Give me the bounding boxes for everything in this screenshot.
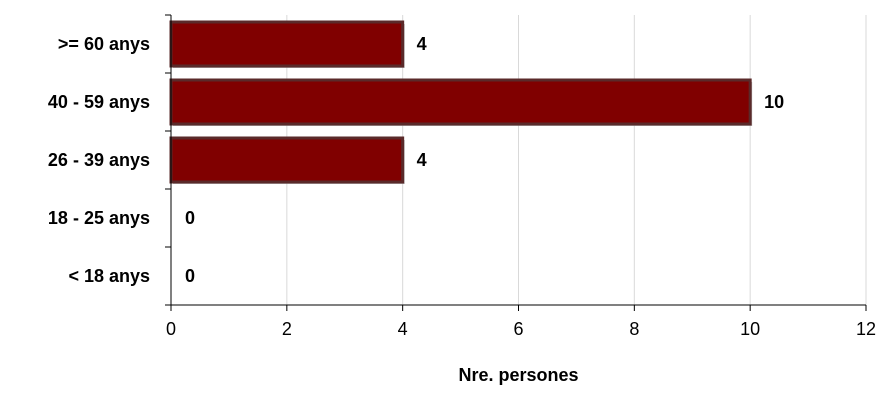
data-label-1: 10 xyxy=(764,92,784,112)
category-label-1: 40 - 59 anys xyxy=(48,92,150,112)
bars xyxy=(171,22,752,184)
x-tick-label-3: 6 xyxy=(513,319,523,339)
x-tick-label-1: 2 xyxy=(282,319,292,339)
data-label-3: 0 xyxy=(185,208,195,228)
x-tick-label-2: 4 xyxy=(398,319,408,339)
category-labels: >= 60 anys 40 - 59 anys 26 - 39 anys 18 - 2… xyxy=(48,34,150,286)
x-axis-title: Nre. persones xyxy=(458,365,578,385)
data-label-4: 0 xyxy=(185,266,195,286)
x-tick-label-5: 10 xyxy=(740,319,760,339)
tick-labels: 0 2 4 6 8 10 12 xyxy=(166,319,876,339)
x-tick-label-4: 8 xyxy=(629,319,639,339)
x-tick-label-0: 0 xyxy=(166,319,176,339)
category-label-2: 26 - 39 anys xyxy=(48,150,150,170)
category-label-4: < 18 anys xyxy=(68,266,150,286)
data-label-2: 4 xyxy=(417,150,427,170)
bar-1 xyxy=(171,80,750,124)
bar-0 xyxy=(171,22,403,66)
data-label-0: 4 xyxy=(417,34,427,54)
bar-2 xyxy=(171,138,403,182)
category-label-3: 18 - 25 anys xyxy=(48,208,150,228)
category-label-0: >= 60 anys xyxy=(58,34,150,54)
x-tick-label-6: 12 xyxy=(856,319,876,339)
